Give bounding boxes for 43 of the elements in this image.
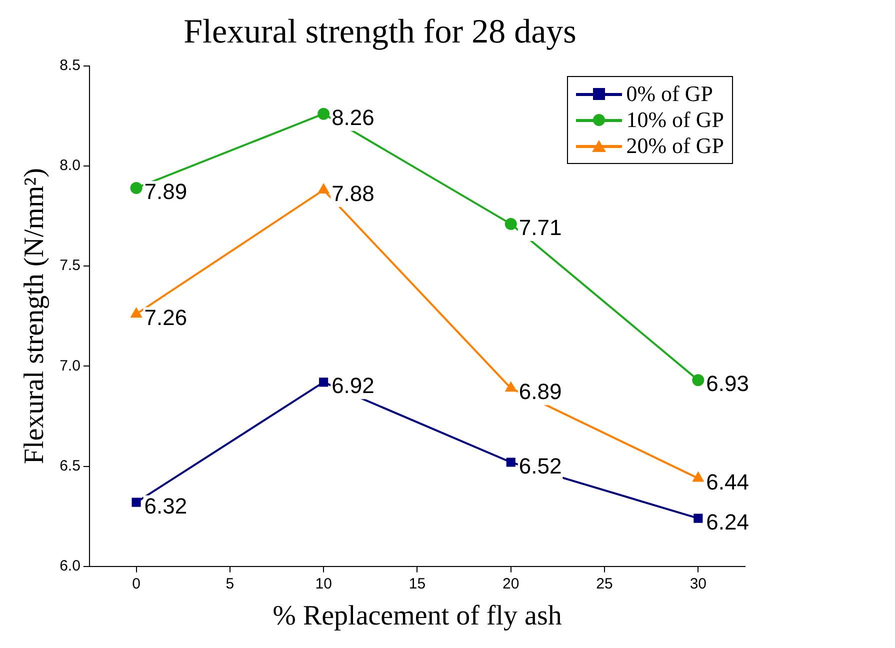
point — [694, 514, 703, 523]
point — [130, 308, 142, 318]
point — [132, 498, 141, 507]
x-tick-label: 30 — [690, 576, 707, 593]
point — [319, 378, 328, 387]
y-tick-label: 6.0 — [60, 558, 80, 575]
data-label: 6.24 — [706, 509, 750, 534]
x-tick-label: 20 — [502, 576, 520, 593]
y-tick-label: 8.5 — [60, 56, 80, 74]
y-tick-label: 7.0 — [60, 357, 80, 374]
point — [692, 374, 704, 386]
data-label: 6.92 — [332, 373, 374, 398]
x-tick-label: 10 — [315, 576, 332, 593]
data-label: 7.89 — [144, 179, 188, 204]
y-axis-title: Flexural strength (N/mm²) — [19, 168, 50, 464]
x-tick-label: 5 — [226, 576, 234, 593]
legend-label: 10% of GP — [626, 106, 724, 133]
point — [318, 184, 329, 194]
data-label: 6.93 — [706, 371, 750, 396]
x-tick-label: 25 — [596, 576, 613, 593]
data-label: 6.89 — [518, 379, 562, 404]
point — [506, 382, 516, 392]
point — [130, 182, 142, 194]
y-tick-label: 7.5 — [60, 257, 80, 274]
point — [318, 108, 330, 120]
data-label: 6.44 — [706, 469, 750, 494]
data-label: 7.88 — [332, 181, 374, 206]
chart-title: Flexural strength for 28 days — [184, 13, 576, 50]
point — [506, 458, 516, 467]
data-label: 8.26 — [332, 104, 374, 130]
y-tick-label: 8.0 — [60, 157, 80, 174]
x-tick-label: 0 — [132, 576, 140, 593]
x-axis-title: % Replacement of fly ash — [272, 600, 562, 632]
data-label: 7.26 — [144, 305, 188, 330]
data-label: 6.52 — [518, 453, 562, 478]
point — [692, 472, 704, 482]
point — [504, 218, 517, 230]
data-label: 7.71 — [518, 215, 562, 240]
data-label: 6.32 — [144, 493, 188, 518]
x-tick-label: 15 — [408, 576, 426, 593]
legend-label: 20% of GP — [626, 132, 724, 159]
y-tick-label: 6.5 — [60, 457, 80, 474]
legend-label: 0% of GP — [626, 80, 713, 107]
